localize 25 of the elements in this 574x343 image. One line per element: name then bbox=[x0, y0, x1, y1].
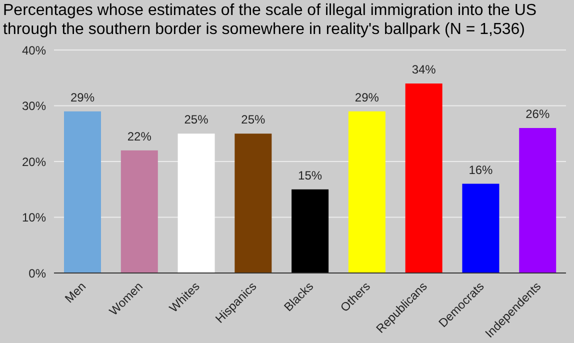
bar bbox=[120, 150, 158, 273]
data-label: 25% bbox=[241, 112, 266, 127]
x-tick-label: Men bbox=[62, 279, 89, 306]
y-tick-label: 40% bbox=[22, 43, 46, 58]
data-label: 16% bbox=[468, 162, 494, 177]
bar bbox=[462, 184, 500, 273]
bar bbox=[292, 189, 329, 273]
chart-title: Percentages whose estimates of the scale of illegal immigration into the US through the southern border is somewhere in reality's ballpark (N = 1,536) bbox=[3, 1, 538, 39]
bar bbox=[178, 134, 215, 273]
data-label: 15% bbox=[298, 168, 322, 182]
data-label: 25% bbox=[184, 112, 209, 127]
y-tick-label: 20% bbox=[22, 154, 46, 169]
bar bbox=[348, 111, 386, 273]
y-tick-label: 0% bbox=[28, 266, 46, 280]
data-label: 26% bbox=[526, 107, 550, 122]
y-tick-label: 30% bbox=[22, 99, 46, 114]
y-tick-label: 10% bbox=[22, 210, 46, 225]
data-label: 34% bbox=[412, 62, 436, 76]
bar bbox=[64, 111, 101, 273]
bar bbox=[234, 134, 272, 273]
data-label: 29% bbox=[354, 90, 380, 104]
bar bbox=[405, 83, 442, 273]
data-label: 22% bbox=[127, 129, 152, 144]
bar bbox=[519, 128, 556, 273]
data-label: 29% bbox=[70, 90, 95, 104]
